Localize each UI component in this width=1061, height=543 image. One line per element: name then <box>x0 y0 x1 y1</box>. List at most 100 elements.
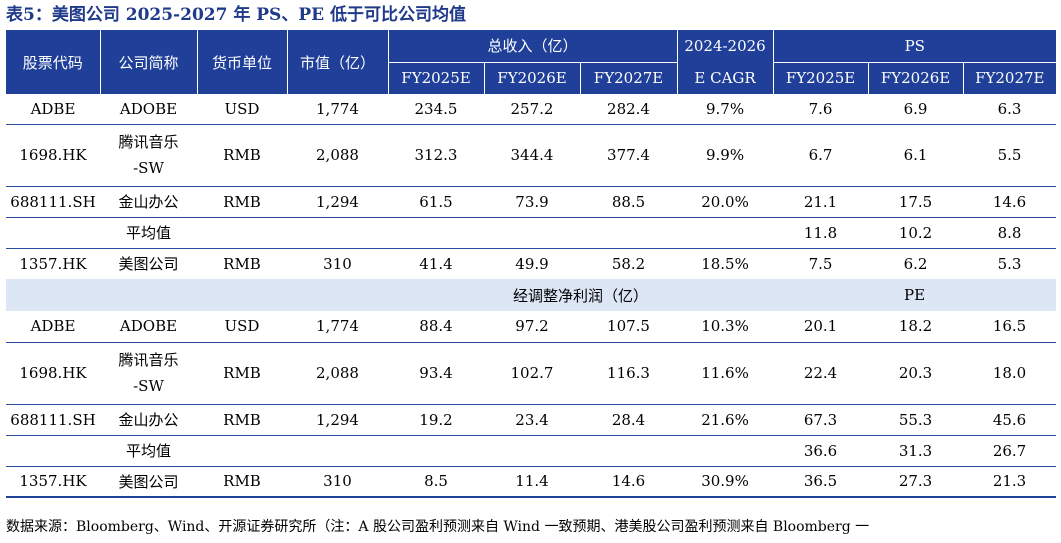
header-revenue-fy2026e: FY2026E <box>483 62 580 94</box>
company-name: 腾讯音乐 -SW <box>100 342 197 405</box>
average-label: 平均值 <box>100 435 197 467</box>
ps-fy2025e: 21.1 <box>773 186 869 218</box>
header-market-cap: 市值（亿） <box>286 30 388 94</box>
currency: USD <box>197 311 287 343</box>
header-revenue-group: 总收入（亿） <box>387 30 678 63</box>
pe-fy2027e: 18.0 <box>963 342 1057 405</box>
currency: RMB <box>223 254 261 273</box>
ps-fy2027e: 8.8 <box>963 217 1057 249</box>
table-row: 688111.SH 金山办公 RMB 1,294 19.2 23.4 28.4 … <box>6 404 1057 436</box>
profit-fy2026e: 102.7 <box>484 342 580 405</box>
source-note: 数据来源：Bloomberg、Wind、开源证券研究所（注：A 股公司盈利预测来… <box>6 519 870 535</box>
pe-fy2025e: 36.6 <box>773 435 869 467</box>
profit-cagr: 10.3% <box>677 311 774 343</box>
ps-fy2026e: 6.1 <box>868 124 964 187</box>
profit-fy2026e: 97.2 <box>484 311 580 343</box>
pe-fy2027e: 26.7 <box>963 435 1057 467</box>
ps-fy2025e: 7.6 <box>773 94 869 125</box>
company-name: 腾讯音乐 -SW <box>100 124 197 187</box>
pe-fy2025e: 36.5 <box>773 466 869 498</box>
company-name: ADOBE <box>100 94 197 125</box>
header-ps-fy2027e: FY2027E <box>962 62 1057 94</box>
ps-fy2027e: 6.3 <box>963 94 1057 125</box>
header-currency: 货币单位 <box>196 30 287 94</box>
pe-fy2027e: 45.6 <box>963 404 1057 436</box>
company-name: 美图公司 <box>118 255 179 274</box>
revenue-fy2027e: 377.4 <box>580 124 678 187</box>
ps-fy2027e: 5.5 <box>963 124 1057 187</box>
profit-cagr: 21.6% <box>677 404 774 436</box>
ps-fy2026e: 6.2 <box>903 254 928 273</box>
table-title: 表5：美图公司 2025-2027 年 PS、PE 低于可比公司均值 <box>6 5 466 25</box>
table-body: ADBE ADOBE USD 1,774 234.5 257.2 282.4 9… <box>6 94 1057 498</box>
pe-fy2026e: 18.2 <box>868 311 964 343</box>
band-pe-label: PE <box>773 279 1057 311</box>
ps-fy2026e: 10.2 <box>868 217 964 249</box>
profit-fy2026e: 11.4 <box>484 466 580 498</box>
header-revenue-fy2025e: FY2025E <box>387 62 484 94</box>
company-name: 金山办公 <box>100 186 197 218</box>
stock-code: 1698.HK <box>6 342 100 405</box>
profit-fy2027e: 28.4 <box>580 404 678 436</box>
revenue-fy2026e: 49.9 <box>515 254 549 273</box>
header-cagr-top: 2024-2026 <box>676 30 774 62</box>
profit-fy2025e: 88.4 <box>388 311 484 343</box>
profit-fy2026e: 23.4 <box>484 404 580 436</box>
stock-code: 688111.SH <box>6 404 100 436</box>
pe-fy2026e: 27.3 <box>868 466 964 498</box>
profit-cagr: 11.6% <box>677 342 774 405</box>
band-profit-label: 经调整净利润（亿） <box>388 279 774 311</box>
revenue-fy2027e: 282.4 <box>580 94 678 125</box>
ps-fy2025e: 11.8 <box>773 217 869 249</box>
section-band: 经调整净利润（亿） PE <box>6 279 1057 311</box>
company-name: 金山办公 <box>100 404 197 436</box>
stock-code: ADBE <box>6 94 100 125</box>
ps-fy2026e: 17.5 <box>868 186 964 218</box>
ps-fy2025e: 6.7 <box>773 124 869 187</box>
currency: RMB <box>197 466 287 498</box>
revenue-fy2026e: 73.9 <box>484 186 580 218</box>
market-cap: 1,774 <box>287 94 388 125</box>
table-row: ADBE ADOBE USD 1,774 88.4 97.2 107.5 10.… <box>6 311 1057 343</box>
header-ps-group: PS <box>772 30 1057 63</box>
market-cap: 310 <box>323 254 352 273</box>
pe-fy2027e: 21.3 <box>963 466 1057 498</box>
profit-fy2027e: 107.5 <box>580 311 678 343</box>
revenue-cagr: 20.0% <box>677 186 774 218</box>
valuation-table: 股票代码 公司简称 货币单位 市值（亿） 总收入（亿） 2024-2026 PS… <box>6 30 1057 498</box>
table-row: 1698.HK 腾讯音乐 -SW RMB 2,088 93.4 102.7 11… <box>6 342 1057 405</box>
revenue-fy2025e: 312.3 <box>388 124 484 187</box>
revenue-fy2026e: 257.2 <box>484 94 580 125</box>
ps-fy2026e: 6.9 <box>868 94 964 125</box>
currency: RMB <box>197 404 287 436</box>
profit-fy2025e: 93.4 <box>388 342 484 405</box>
pe-fy2025e: 20.1 <box>773 311 869 343</box>
currency: USD <box>197 94 287 125</box>
stock-code: 1698.HK <box>6 124 100 187</box>
market-cap: 1,774 <box>287 311 388 343</box>
revenue-fy2025e: 234.5 <box>388 94 484 125</box>
currency: RMB <box>197 124 287 187</box>
ps-fy2027e: 14.6 <box>963 186 1057 218</box>
header-stock-code: 股票代码 <box>6 30 100 94</box>
company-name-line2: -SW <box>133 377 164 395</box>
profit-fy2025e: 19.2 <box>388 404 484 436</box>
stock-code: 1357.HK <box>6 466 100 498</box>
market-cap: 1,294 <box>287 404 388 436</box>
ps-fy2025e: 7.5 <box>808 254 833 273</box>
revenue-fy2027e: 58.2 <box>611 254 646 273</box>
average-row: 平均值 36.6 31.3 26.7 <box>6 435 1057 467</box>
currency: RMB <box>197 342 287 405</box>
company-name: ADOBE <box>100 311 197 343</box>
pe-fy2025e: 22.4 <box>773 342 869 405</box>
profit-fy2025e: 8.5 <box>388 466 484 498</box>
market-cap: 1,294 <box>287 186 388 218</box>
revenue-fy2025e: 61.5 <box>388 186 484 218</box>
revenue-cagr: 18.5% <box>701 254 749 273</box>
table-row: 688111.SH 金山办公 RMB 1,294 61.5 73.9 88.5 … <box>6 186 1057 218</box>
table-row: 1357.HK 美图公司 RMB 310 8.5 11.4 14.6 30.9%… <box>6 466 1057 498</box>
profit-fy2027e: 116.3 <box>580 342 678 405</box>
header-cagr-bottom: E CAGR <box>676 62 774 94</box>
stock-code: 1357.HK <box>19 254 87 273</box>
pe-fy2027e: 16.5 <box>963 311 1057 343</box>
